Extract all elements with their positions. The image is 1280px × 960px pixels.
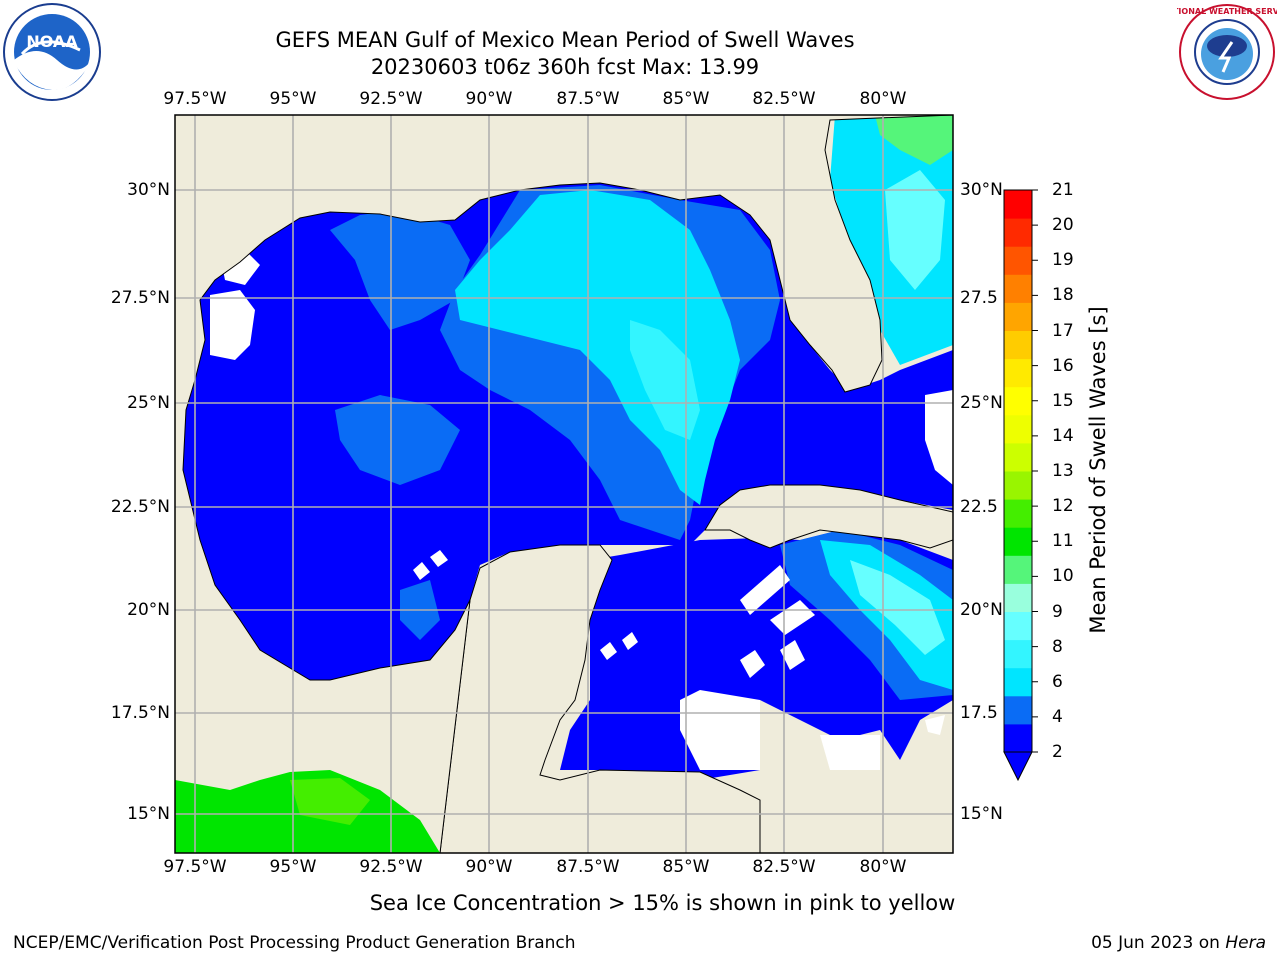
lat-tick-left: 25°N: [127, 393, 170, 413]
colorbar-segment: [1004, 471, 1032, 500]
colorbar-segment: [1004, 302, 1032, 331]
mexico-land: [175, 115, 953, 853]
forecast-subtitle: 20230603 t06z 360h fcst Max: 13.99: [370, 55, 760, 79]
map-title: GEFS MEAN Gulf of Mexico Mean Period of …: [275, 28, 855, 52]
lon-tick-top: 97.5°W: [163, 89, 227, 109]
noaa-logo: NOAA: [3, 3, 101, 101]
colorbar-tick-label: 6: [1052, 671, 1063, 692]
lon-tick-top: 85°W: [662, 89, 710, 109]
lon-tick-top: 92.5°W: [359, 89, 423, 109]
colorbar-tick-label: 2: [1052, 742, 1063, 762]
colorbar-tick-label: 13: [1052, 461, 1074, 481]
lat-tick-right: 20°N: [960, 600, 1003, 620]
lat-tick-right: 15°N: [960, 804, 1003, 824]
colorbar-segment: [1004, 218, 1032, 247]
colorbar-segment: [1004, 667, 1032, 697]
nws-logo-text: NATIONAL WEATHER SERVICE: [1177, 7, 1277, 16]
lon-tick-bottom: 80°W: [859, 857, 907, 877]
colorbar-segment: [1004, 527, 1032, 556]
lon-tick-bottom: 85°W: [662, 857, 710, 877]
lat-tick-left: 30°N: [127, 180, 170, 200]
colorbar-tick-label: 21: [1052, 180, 1074, 200]
lon-tick-top: 82.5°W: [752, 89, 816, 109]
colorbar-tick-label: 15: [1052, 390, 1074, 411]
colorbar-tick-label: 19: [1052, 250, 1074, 271]
colorbar-tick-label: 18: [1052, 285, 1074, 306]
sea-ice-caption: Sea Ice Concentration > 15% is shown in …: [369, 891, 956, 915]
colorbar-tick-label: 10: [1052, 566, 1074, 587]
lat-tick-right: 27.5: [960, 288, 998, 308]
lon-tick-top: 80°W: [859, 89, 907, 109]
colorbar-segment: [1004, 414, 1032, 444]
colorbar-tick-label: 16: [1052, 355, 1074, 376]
lon-tick-top: 87.5°W: [556, 89, 620, 109]
lon-tick-top: 90°W: [465, 89, 513, 109]
lat-lon-grid: [175, 115, 953, 853]
colorbar-tick-label: 8: [1052, 636, 1063, 657]
lon-tick-bottom: 90°W: [465, 857, 513, 877]
lon-tick-top: 95°W: [269, 89, 317, 109]
colorbar-segment: [1004, 499, 1032, 528]
lon-tick-bottom: 82.5°W: [752, 857, 816, 877]
lat-tick-left: 27.5°N: [110, 288, 170, 308]
lat-tick-left: 22.5°N: [110, 497, 170, 517]
colorbar-tick-label: 4: [1052, 706, 1063, 727]
cuba-land: [704, 484, 953, 549]
colorbar-segment: [1004, 274, 1032, 303]
colorbar-tick-label: 14: [1052, 425, 1074, 446]
colorbar: [1003, 189, 1038, 782]
lon-tick-bottom: 97.5°W: [163, 857, 227, 877]
lat-tick-left: 17.5°N: [110, 703, 170, 723]
noaa-logo-text: NOAA: [26, 32, 78, 51]
colorbar-tick-label: 12: [1052, 496, 1074, 517]
colorbar-extend-arrow: [1003, 751, 1033, 782]
colorbar-segment: [1004, 358, 1032, 388]
colorbar-segment: [1004, 583, 1032, 612]
colorbar-segment: [1004, 639, 1032, 669]
colorbar-tick-label: 20: [1052, 215, 1074, 236]
map-frame: [174, 114, 954, 854]
lon-tick-bottom: 95°W: [269, 857, 317, 877]
lat-tick-right: 22.5: [960, 497, 998, 517]
colorbar-segment: [1004, 190, 1032, 219]
colorbar-segment: [1004, 611, 1032, 641]
lat-tick-right: 30°N: [960, 180, 1003, 200]
colorbar-tick-label: 17: [1052, 320, 1074, 341]
colorbar-tick-label: 9: [1052, 601, 1063, 622]
colorbar-segment: [1004, 386, 1032, 416]
colorbar-segment: [1004, 555, 1032, 584]
lat-tick-left: 20°N: [127, 600, 170, 620]
footer-credit: NCEP/EMC/Verification Post Processing Pr…: [13, 933, 576, 953]
lat-tick-left: 15°N: [127, 804, 170, 824]
footer-date: 05 Jun 2023 on Hera: [1091, 933, 1266, 953]
colorbar-segment: [1004, 723, 1032, 753]
colorbar-segment: [1004, 330, 1032, 360]
lon-tick-bottom: 92.5°W: [359, 857, 423, 877]
colorbar-segment: [1004, 246, 1032, 275]
colorbar-segment: [1004, 695, 1032, 725]
lat-tick-right: 17.5: [960, 703, 998, 723]
colorbar-tick-label: 11: [1052, 531, 1074, 552]
lat-tick-right: 25°N: [960, 393, 1003, 413]
colorbar-label: Mean Period of Swell Waves [s]: [1086, 306, 1110, 634]
colorbar-segment: [1004, 442, 1032, 472]
lon-tick-bottom: 87.5°W: [556, 857, 620, 877]
nws-logo: NATIONAL WEATHER SERVICE: [1177, 4, 1277, 100]
